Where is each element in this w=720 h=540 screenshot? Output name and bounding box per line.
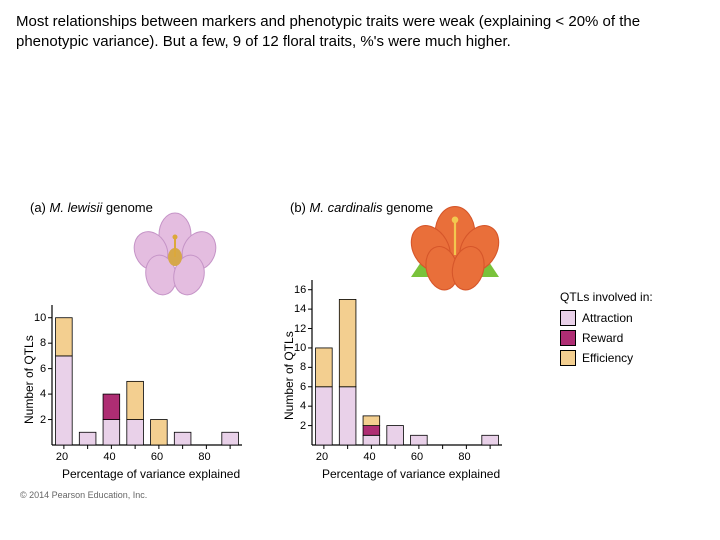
x-tick-label: 20	[56, 451, 68, 463]
x-tick-label: 60	[411, 451, 423, 463]
y-tick-label: 16	[294, 284, 306, 296]
y-tick-label: 14	[294, 303, 306, 315]
lewisii-flower-icon	[120, 205, 230, 310]
panel-a-prefix: (a)	[30, 200, 46, 215]
legend-label-attraction: Attraction	[582, 311, 633, 325]
y-axis-label: Number of QTLs	[22, 335, 36, 424]
y-tick-label: 8	[300, 361, 306, 373]
copyright-text: © 2014 Pearson Education, Inc.	[20, 490, 147, 500]
legend-swatch-reward	[560, 330, 576, 346]
panel-a-species: M. lewisii	[50, 200, 103, 215]
y-tick-label: 6	[300, 381, 306, 393]
x-tick-label: 80	[198, 451, 210, 463]
legend-label-reward: Reward	[582, 331, 623, 345]
y-tick-label: 4	[40, 388, 46, 400]
y-tick-label: 8	[40, 337, 46, 349]
y-tick-label: 4	[300, 400, 306, 412]
panel-a-chart: 24681020406080Number of QTLsPercentage o…	[52, 305, 242, 445]
y-tick-label: 2	[300, 420, 306, 432]
legend-label-efficiency: Efficiency	[582, 351, 633, 365]
legend-swatch-attraction	[560, 310, 576, 326]
y-tick-label: 10	[34, 312, 46, 324]
legend-title: QTLs involved in:	[560, 290, 653, 304]
legend-item-efficiency: Efficiency	[560, 350, 653, 366]
caption-text: Most relationships between markers and p…	[16, 12, 704, 51]
panel-b-prefix: (b)	[290, 200, 306, 215]
x-tick-label: 60	[151, 451, 163, 463]
legend: QTLs involved in: Attraction Reward Effici…	[560, 290, 653, 370]
panel-b-chart: 24681012141620406080Number of QTLsPercen…	[312, 280, 502, 445]
x-tick-label: 40	[103, 451, 115, 463]
legend-item-attraction: Attraction	[560, 310, 653, 326]
legend-item-reward: Reward	[560, 330, 653, 346]
x-tick-label: 80	[458, 451, 470, 463]
x-tick-label: 20	[316, 451, 328, 463]
x-axis-label: Percentage of variance explained	[322, 467, 500, 481]
panel-b-species: M. cardinalis	[310, 200, 383, 215]
legend-swatch-efficiency	[560, 350, 576, 366]
x-axis-label: Percentage of variance explained	[62, 467, 240, 481]
x-tick-label: 40	[363, 451, 375, 463]
y-tick-label: 2	[40, 414, 46, 426]
y-tick-label: 6	[40, 363, 46, 375]
y-axis-label: Number of QTLs	[282, 332, 296, 421]
